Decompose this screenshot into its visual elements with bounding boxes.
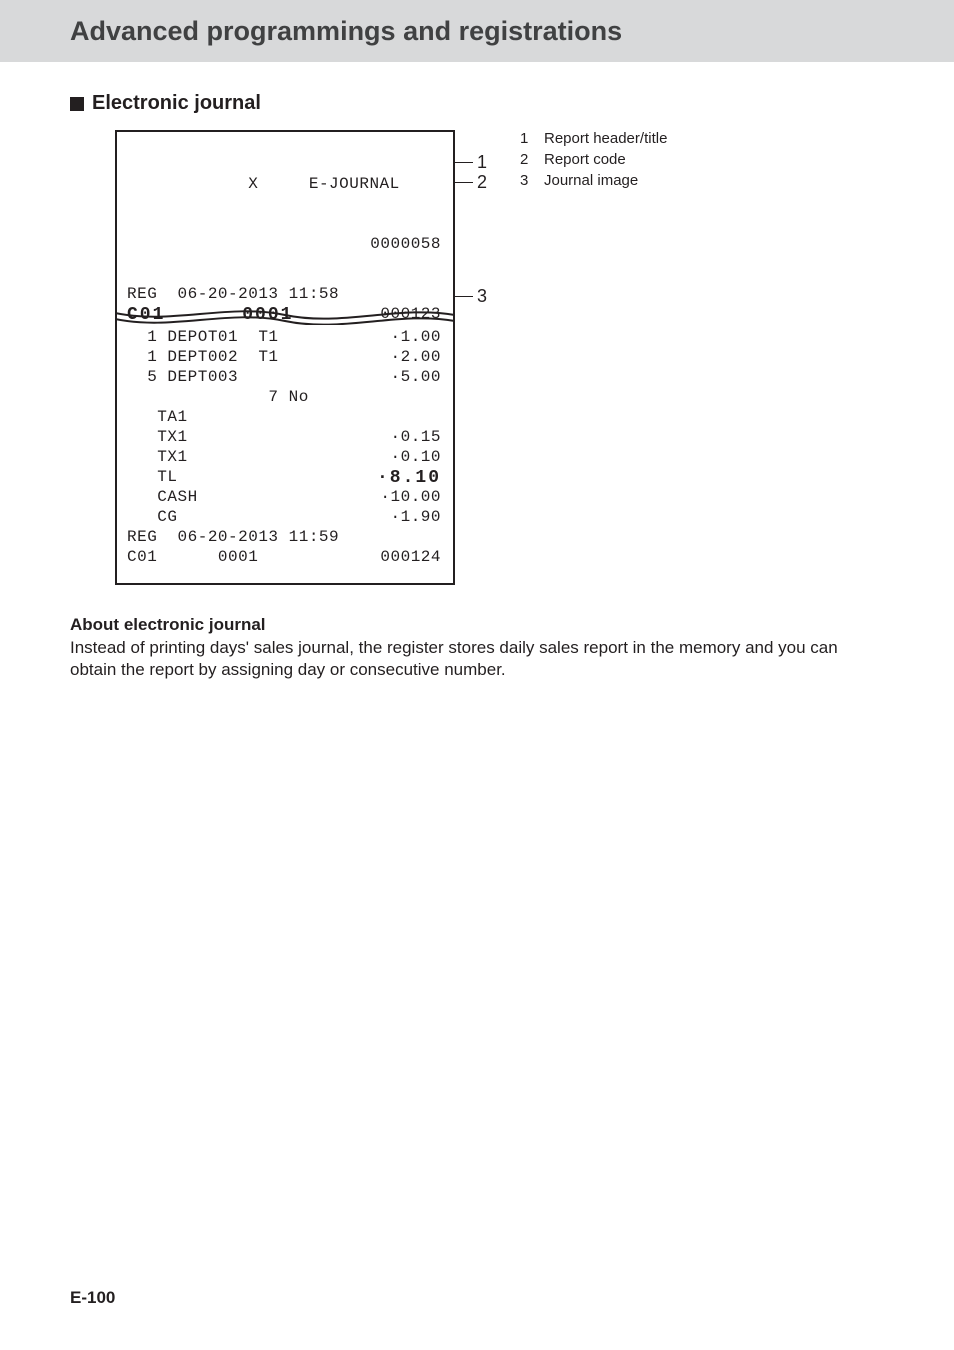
- receipt-line: TX1 ·0.15: [127, 427, 443, 447]
- receipt-header: X E-JOURNAL: [127, 154, 443, 214]
- receipt-left: 1 DEPT002 T1: [127, 348, 279, 366]
- receipt-left: TX1: [127, 428, 188, 446]
- receipt-left: 7 No: [127, 388, 309, 406]
- receipt-right: ·1.00: [390, 327, 441, 347]
- content-area: Electronic journal X E-JOURNAL 0000058 R…: [0, 62, 954, 682]
- receipt-left: TA1: [127, 408, 188, 426]
- legend-number: 3: [520, 172, 544, 189]
- page-title: Advanced programmings and registrations: [70, 16, 622, 47]
- receipt-line: 7 No: [127, 387, 443, 407]
- section-heading: Electronic journal: [70, 92, 884, 115]
- receipt-left: C01 0001: [127, 305, 293, 325]
- callout: 3: [455, 286, 487, 307]
- receipt-left: CG: [127, 508, 178, 526]
- receipt-line: REG 06-20-2013 11:59: [127, 527, 443, 547]
- receipt-line: C01 0001 000124: [127, 547, 443, 567]
- page: Advanced programmings and registrations …: [0, 0, 954, 1350]
- receipt-code-line: 0000058: [127, 214, 443, 274]
- receipt-line: TA1: [127, 407, 443, 427]
- receipt-right: 000123: [380, 304, 441, 324]
- receipt-right: ·0.10: [390, 447, 441, 467]
- receipt-left: REG 06-20-2013 11:59: [127, 528, 339, 546]
- receipt-line: TX1 ·0.10: [127, 447, 443, 467]
- callout-tick: [455, 182, 473, 183]
- about-body: Instead of printing days' sales journal,…: [70, 637, 884, 683]
- receipt-left: 5 DEPT003: [127, 368, 238, 386]
- section-title: Electronic journal: [92, 92, 261, 115]
- figure-area: X E-JOURNAL 0000058 REG 06-20-2013 11:58…: [70, 130, 884, 585]
- legend-row: 3Journal image: [520, 172, 667, 189]
- receipt-line: 1 DEPT002 T1 ·2.00: [127, 347, 443, 367]
- callout-number: 3: [477, 286, 487, 307]
- receipt-left: REG 06-20-2013 11:58: [127, 285, 339, 303]
- receipt-lines: REG 06-20-2013 11:58 C01 0001 000123 1 DEP…: [127, 284, 443, 567]
- receipt-right: ·2.00: [390, 347, 441, 367]
- receipt-box: X E-JOURNAL 0000058 REG 06-20-2013 11:58…: [115, 130, 455, 585]
- callout-number: 1: [477, 152, 487, 173]
- about-heading: About electronic journal: [70, 615, 884, 635]
- receipt-left: CASH: [127, 488, 198, 506]
- receipt-right: 000124: [380, 547, 441, 567]
- receipt-code: 0000058: [370, 234, 441, 254]
- receipt-line: CG ·1.90: [127, 507, 443, 527]
- receipt-line: 5 DEPT003 ·5.00: [127, 367, 443, 387]
- page-number: E-100: [70, 1288, 115, 1308]
- receipt-left: C01 0001: [127, 548, 258, 566]
- legend-text: Report header/title: [544, 130, 667, 147]
- legend-row: 2Report code: [520, 151, 667, 168]
- bullet-square-icon: [70, 97, 84, 111]
- receipt-right: ·10.00: [380, 487, 441, 507]
- receipt-title: E-JOURNAL: [309, 175, 400, 193]
- callout: 1: [455, 152, 487, 173]
- page-header: Advanced programmings and registrations: [0, 0, 954, 62]
- receipt-line: REG 06-20-2013 11:58: [127, 284, 443, 304]
- receipt-left: TX1: [127, 448, 188, 466]
- callout-number: 2: [477, 172, 487, 193]
- about-section: About electronic journal Instead of prin…: [70, 615, 884, 683]
- legend-row: 1Report header/title: [520, 130, 667, 147]
- callout-tick: [455, 296, 473, 297]
- callout: 2: [455, 172, 487, 193]
- receipt-mode: X: [248, 175, 258, 193]
- receipt-right: ·5.00: [390, 367, 441, 387]
- receipt-left: TL: [127, 468, 178, 486]
- receipt-line: CASH ·10.00: [127, 487, 443, 507]
- receipt-line: C01 0001 000123: [127, 304, 443, 327]
- legend-text: Journal image: [544, 172, 638, 189]
- spacer: [127, 274, 443, 284]
- receipt-right: ·0.15: [390, 427, 441, 447]
- receipt-right: ·1.90: [390, 507, 441, 527]
- callout-numbers: 12 3: [455, 130, 495, 585]
- receipt-left: 1 DEPOT01 T1: [127, 328, 279, 346]
- legend-text: Report code: [544, 151, 626, 168]
- legend-number: 2: [520, 151, 544, 168]
- receipt-line: TL·8.10: [127, 467, 443, 487]
- legend-number: 1: [520, 130, 544, 147]
- legend: 1Report header/title2Report code3Journal…: [520, 130, 667, 193]
- receipt-line: 1 DEPOT01 T1 ·1.00: [127, 327, 443, 347]
- callout-tick: [455, 162, 473, 163]
- receipt-column: X E-JOURNAL 0000058 REG 06-20-2013 11:58…: [115, 130, 455, 585]
